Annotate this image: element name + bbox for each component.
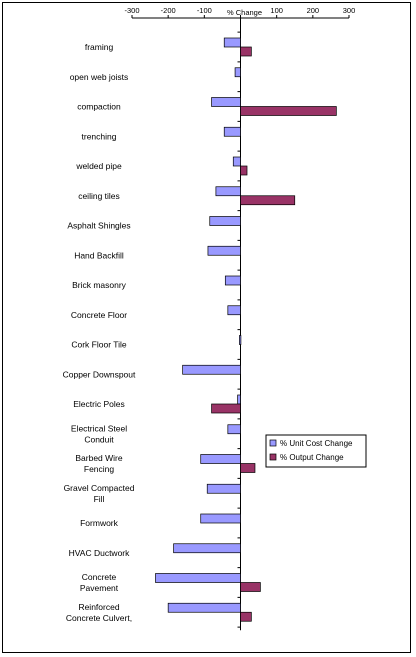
bar-output-change (240, 195, 296, 206)
category-label: Concrete Floor (71, 310, 127, 320)
category-label: Asphalt Shingles (67, 221, 130, 231)
category-label: Barbed Wire Fencing (75, 453, 123, 474)
legend-box (265, 434, 367, 468)
bar-output-change (240, 611, 252, 622)
legend-label: % Output Change (280, 453, 344, 462)
bar-output-change (240, 46, 252, 57)
bar-unit-cost-change (232, 156, 241, 167)
bar-unit-cost-change (237, 394, 241, 405)
bar-unit-cost-change (200, 454, 241, 464)
bar-unit-cost-change (182, 364, 241, 375)
category-label: framing (85, 42, 114, 52)
bar-output-change (240, 106, 337, 116)
category-label: compaction (77, 102, 121, 112)
bar-output-change (240, 582, 261, 592)
x-tick-label: 200 (307, 6, 320, 15)
bar-unit-cost-change (224, 275, 241, 286)
category-label: Concrete Pavement (80, 572, 119, 593)
category-label: ceiling tiles (78, 191, 120, 201)
category-label: Brick masonry (72, 280, 127, 290)
category-label: Hand Backfill (74, 250, 124, 260)
bar-unit-cost-change (167, 602, 241, 613)
bar-unit-cost-change (227, 305, 241, 316)
bar-unit-cost-change (200, 513, 241, 524)
x-tick-label: -200 (161, 6, 176, 15)
legend-swatch (269, 453, 277, 461)
legend-swatch (269, 439, 277, 447)
category-label: trenching (82, 131, 117, 141)
category-label: HVAC Ductwork (69, 548, 131, 558)
bar-chart: % Change -300 -200 -100 100 200 300 framing open… (63, 6, 367, 631)
chart-title: % Change (227, 8, 262, 17)
bar-unit-cost-change (207, 245, 241, 256)
bar-unit-cost-change (234, 67, 241, 78)
bar-unit-cost-change (215, 186, 241, 197)
category-label: Electrical Steel Conduit (71, 423, 127, 444)
category-label: welded pipe (75, 161, 122, 171)
x-tick-label: 100 (270, 6, 283, 15)
category-label: Electric Poles (73, 399, 125, 409)
bar-unit-cost-change (209, 216, 241, 226)
chart-frame: % Change -300 -200 -100 100 200 300 framing open… (2, 2, 411, 653)
category-label: Formwork (80, 518, 119, 528)
bar-output-change (211, 403, 241, 414)
bar-unit-cost-change (223, 37, 241, 48)
category-label: Gravel Compacted Fill (64, 483, 135, 504)
category-label: open web joists (70, 72, 129, 82)
legend: % Unit Cost Change % Output Change (265, 434, 367, 468)
x-tick-label: 300 (343, 6, 356, 15)
legend-label: % Unit Cost Change (280, 439, 353, 448)
x-tick-label: -300 (124, 6, 139, 15)
category-label: Copper Downspout (63, 369, 136, 379)
bar-unit-cost-change (223, 126, 241, 137)
bar-unit-cost-change (155, 573, 241, 583)
category-label: Reinforced Concrete Culvert, (66, 602, 132, 623)
bar-output-change (240, 165, 248, 176)
bar-unit-cost-change (173, 543, 241, 554)
bar-unit-cost-change (206, 483, 241, 494)
category-label: Cork Floor Tile (71, 340, 127, 350)
bar-unit-cost-change (227, 424, 241, 435)
bar-unit-cost-change (239, 335, 242, 345)
bar-unit-cost-change (211, 97, 241, 107)
bar-output-change (240, 463, 256, 473)
x-tick-label: -100 (197, 6, 212, 15)
